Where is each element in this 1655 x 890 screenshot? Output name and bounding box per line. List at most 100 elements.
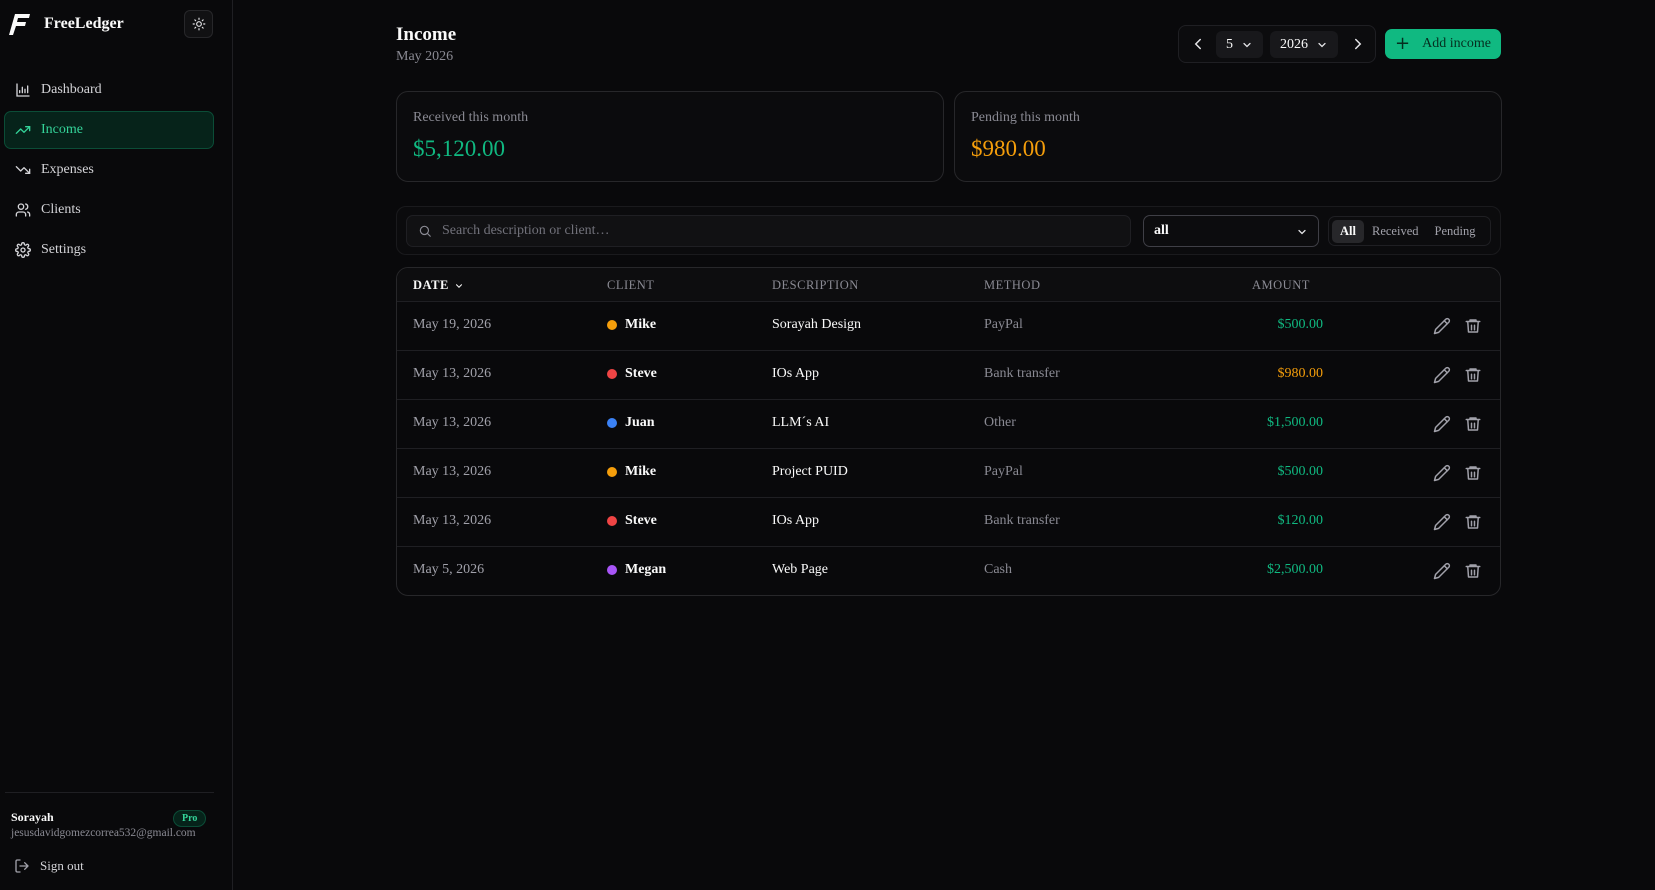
received-card: Received this month $5,120.00 (396, 91, 944, 182)
row-date: May 13, 2026 (413, 366, 492, 381)
edit-icon[interactable] (1433, 513, 1451, 531)
row-date: May 5, 2026 (413, 562, 485, 577)
sidebar: FreeLedger Dashboard Income Expenses Cli… (0, 0, 233, 890)
chevron-right-icon[interactable] (1349, 35, 1367, 53)
table-header: Date Client Description Method Amount (397, 268, 1500, 301)
sidebar-divider (5, 792, 214, 793)
client-color-dot (607, 565, 617, 575)
sidebar-item-dashboard[interactable]: Dashboard (4, 71, 214, 109)
sidebar-nav: Dashboard Income Expenses Clients Settin… (4, 71, 214, 271)
trash-icon[interactable] (1464, 464, 1482, 482)
client-color-dot (607, 467, 617, 477)
row-method: Bank transfer (984, 366, 1060, 381)
trending-down-icon (15, 166, 31, 174)
sidebar-item-label: Expenses (41, 162, 94, 177)
row-method: Cash (984, 562, 1012, 577)
row-client-name: Megan (625, 562, 667, 577)
month-select[interactable]: 5 (1216, 31, 1263, 58)
sidebar-item-settings[interactable]: Settings (4, 231, 214, 269)
chart-icon (16, 83, 30, 97)
user-name: Sorayah (11, 810, 54, 824)
amount-column-header: Amount (1252, 278, 1310, 292)
sign-out-label: Sign out (40, 858, 84, 873)
edit-icon[interactable] (1433, 317, 1451, 335)
brand[interactable]: FreeLedger (7, 11, 124, 37)
client-column-header: Client (607, 278, 655, 292)
theme-toggle-button[interactable] (184, 10, 213, 38)
segment-all[interactable]: All (1332, 219, 1364, 243)
year-value: 2026 (1280, 36, 1308, 52)
trash-icon[interactable] (1464, 562, 1482, 580)
sidebar-item-clients[interactable]: Clients (4, 191, 214, 229)
chevron-down-icon (1318, 42, 1326, 47)
edit-icon[interactable] (1433, 562, 1451, 580)
users-icon (15, 203, 31, 217)
chevron-down-icon (1298, 229, 1306, 235)
table-row[interactable]: May 13, 2026 Steve IOs App Bank transfer $12… (397, 497, 1500, 546)
trash-icon[interactable] (1464, 513, 1482, 531)
sidebar-item-expenses[interactable]: Expenses (4, 151, 214, 189)
sign-out-button[interactable]: Sign out (14, 858, 84, 874)
row-method: PayPal (984, 464, 1023, 479)
client-color-dot (607, 369, 617, 379)
segment-pending[interactable]: Pending (1434, 223, 1476, 238)
sun-icon (192, 17, 205, 31)
page-title: Income (396, 24, 457, 45)
year-select[interactable]: 2026 (1270, 31, 1338, 58)
log-out-icon (15, 859, 29, 873)
trash-icon[interactable] (1464, 415, 1482, 433)
search-icon (419, 225, 431, 237)
row-client: Megan (607, 562, 666, 578)
chevron-down-icon (1243, 42, 1251, 47)
client-color-dot (607, 516, 617, 526)
trash-icon[interactable] (1464, 366, 1482, 384)
add-income-button[interactable]: + Add income (1385, 29, 1501, 59)
method-column-header: Method (984, 278, 1041, 292)
row-amount: $120.00 (1277, 513, 1324, 528)
received-value: $5,120.00 (413, 136, 505, 161)
table-row[interactable]: May 13, 2026 Mike Project PUID PayPal $500.0… (397, 448, 1500, 497)
plan-badge: Pro (173, 810, 207, 827)
client-filter-select[interactable]: all (1143, 215, 1319, 247)
trash-icon[interactable] (1464, 317, 1482, 335)
logo-icon (9, 14, 30, 35)
row-amount: $2,500.00 (1267, 562, 1323, 577)
edit-icon[interactable] (1433, 464, 1451, 482)
table-row[interactable]: May 5, 2026 Megan Web Page Cash $2,500.00 (397, 546, 1500, 595)
table-row[interactable]: May 13, 2026 Steve IOs App Bank transfer $98… (397, 350, 1500, 399)
received-label: Received this month (413, 110, 529, 125)
sidebar-item-income[interactable]: Income (4, 111, 214, 149)
table-row[interactable]: May 13, 2026 Juan LLM´s AI Other $1,500.00 (397, 399, 1500, 448)
row-method: PayPal (984, 317, 1023, 332)
row-description: Project PUID (772, 464, 848, 479)
row-client-name: Mike (625, 464, 657, 479)
sidebar-item-label: Clients (41, 202, 81, 217)
row-description: Sorayah Design (772, 317, 862, 332)
row-date: May 13, 2026 (413, 415, 492, 430)
row-date: May 19, 2026 (413, 317, 492, 332)
add-income-label: Add income (1422, 36, 1491, 51)
row-client-name: Juan (625, 415, 655, 430)
segment-received[interactable]: Received (1371, 223, 1419, 238)
row-description: Web Page (772, 562, 829, 577)
row-client: Steve (607, 366, 657, 382)
chevron-down-icon (455, 283, 462, 288)
row-amount: $980.00 (1277, 366, 1324, 381)
trending-up-icon (15, 126, 31, 134)
edit-icon[interactable] (1433, 415, 1451, 433)
row-client: Juan (607, 415, 655, 431)
date-column-header[interactable]: Date (413, 278, 464, 293)
chevron-left-icon[interactable] (1189, 35, 1207, 53)
row-amount: $1,500.00 (1267, 415, 1323, 430)
row-client: Steve (607, 513, 657, 529)
search-input[interactable] (442, 223, 1122, 239)
client-filter-value: all (1154, 223, 1169, 238)
pending-value: $980.00 (971, 136, 1046, 161)
plus-icon: + (1395, 33, 1411, 54)
row-description: IOs App (772, 366, 820, 381)
row-client-name: Mike (625, 317, 657, 332)
table-row[interactable]: May 19, 2026 Mike Sorayah Design PayPal $500… (397, 301, 1500, 350)
row-date: May 13, 2026 (413, 513, 492, 528)
gear-icon (15, 242, 31, 258)
edit-icon[interactable] (1433, 366, 1451, 384)
